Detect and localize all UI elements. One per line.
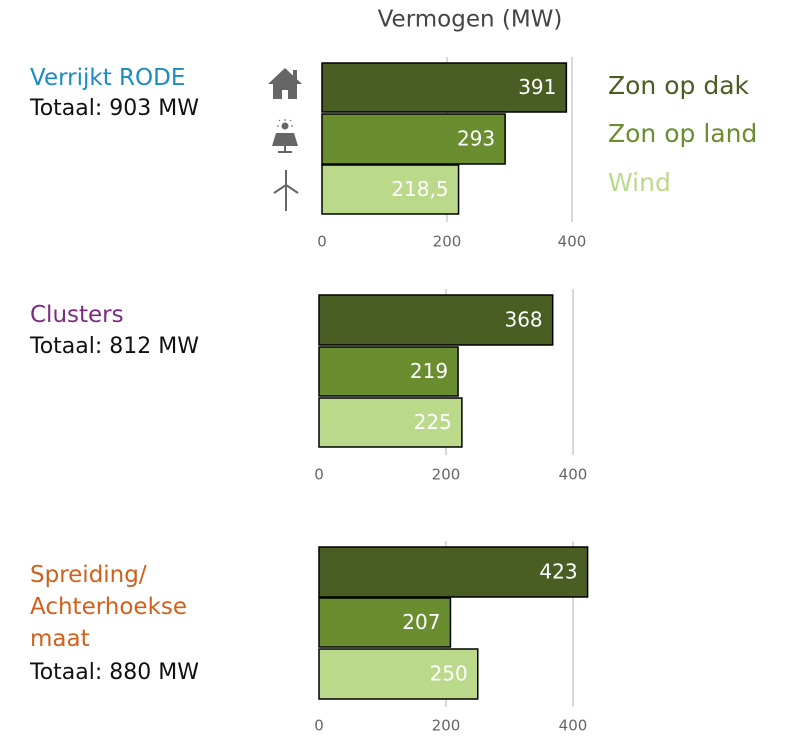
legend-entry: Zon op dak: [608, 71, 750, 100]
x-tick-label: 200: [433, 233, 462, 251]
bar: [318, 397, 463, 448]
scenario-total: Totaal: 880 MW: [30, 660, 199, 685]
legend-entry: Zon op land: [608, 119, 757, 148]
value-label: 219: [410, 359, 448, 383]
scenario-total: Totaal: 903 MW: [30, 96, 199, 121]
scenario-name: Verrijkt RODE: [30, 65, 186, 91]
bar: [318, 546, 589, 598]
scenario-total: Totaal: 812 MW: [30, 334, 199, 359]
value-label: 293: [457, 127, 495, 151]
x-tick-label: 200: [432, 717, 461, 735]
bar: [318, 294, 554, 346]
scenario-name: Clusters: [30, 302, 124, 328]
value-label: 368: [504, 308, 542, 332]
value-label: 207: [402, 610, 440, 634]
bar: [318, 597, 452, 648]
x-tick-label: 0: [314, 466, 324, 484]
x-tick-label: 200: [432, 466, 461, 484]
legend-entry: Wind: [608, 168, 671, 197]
chart-title: Vermogen (MW): [378, 7, 563, 33]
value-label: 391: [518, 75, 556, 99]
x-tick-label: 400: [559, 717, 588, 735]
value-label: 225: [414, 410, 452, 434]
bar: [318, 648, 479, 700]
bar: [321, 62, 568, 113]
value-label: 250: [430, 662, 468, 686]
icon-solar: [272, 119, 298, 153]
icon-house: [268, 68, 302, 99]
x-tick-label: 400: [558, 233, 587, 251]
bar: [318, 346, 459, 397]
bar: [321, 164, 460, 215]
x-tick-label: 0: [317, 233, 327, 251]
icon-wind: [273, 170, 299, 211]
x-tick-label: 0: [314, 717, 324, 735]
value-label: 423: [539, 560, 577, 584]
scenario-name: Spreiding/ Achterhoekse maat: [30, 562, 188, 652]
bar: [321, 113, 506, 165]
value-label: 218,5: [391, 177, 448, 201]
x-tick-label: 400: [559, 466, 588, 484]
